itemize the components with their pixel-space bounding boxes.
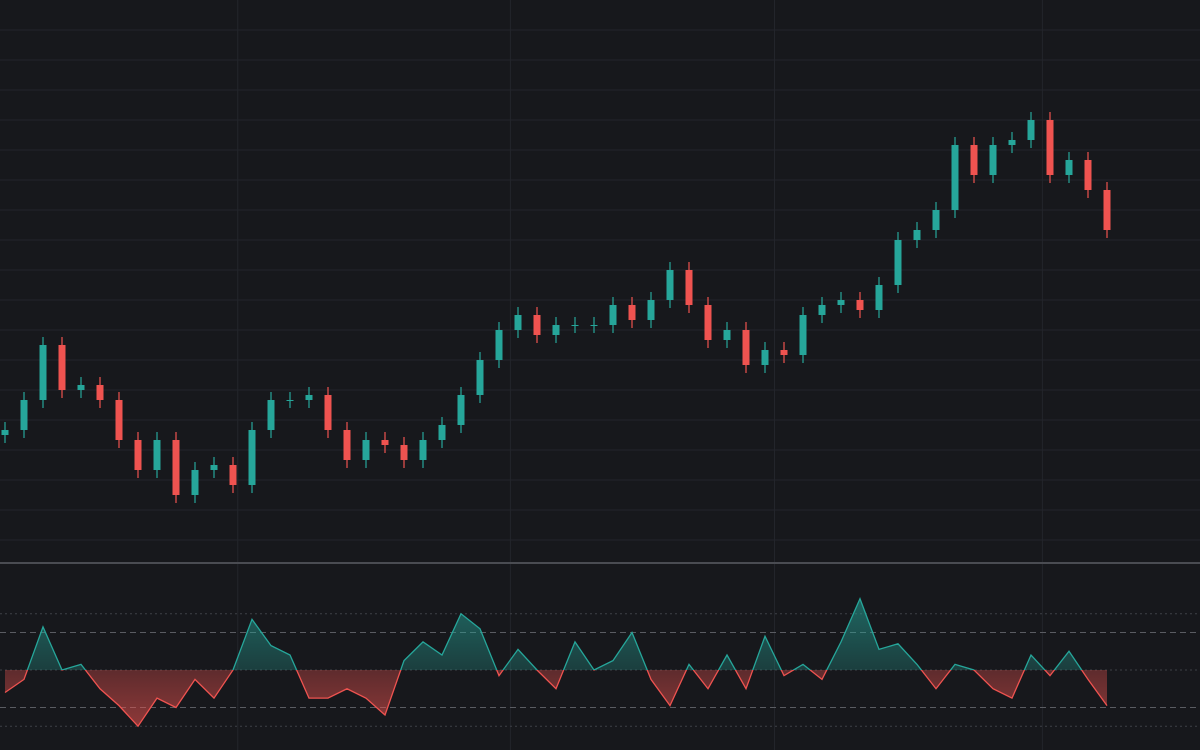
candle-body bbox=[362, 440, 370, 460]
candle-body bbox=[400, 445, 408, 460]
candle-body bbox=[419, 440, 427, 460]
candle-body bbox=[609, 305, 617, 325]
candle-body bbox=[533, 315, 541, 335]
candle-body bbox=[666, 270, 674, 300]
candle-body bbox=[77, 385, 85, 390]
candle-body bbox=[438, 425, 446, 440]
candle-body bbox=[20, 400, 28, 430]
candle-body bbox=[305, 395, 313, 400]
candle-body bbox=[932, 210, 940, 230]
area-above bbox=[5, 598, 1107, 670]
candle-body bbox=[39, 345, 47, 400]
candle-body bbox=[457, 395, 465, 425]
candle-body bbox=[58, 345, 66, 390]
candle-body bbox=[647, 300, 655, 320]
candle-body bbox=[894, 240, 902, 285]
candle-body bbox=[248, 430, 256, 485]
candle-body bbox=[951, 145, 959, 210]
candle-body bbox=[172, 440, 180, 495]
candle-body bbox=[1046, 120, 1054, 175]
candle-body bbox=[628, 305, 636, 320]
candle-body bbox=[704, 305, 712, 340]
candle-body bbox=[514, 315, 522, 330]
candle-body bbox=[856, 300, 864, 310]
candle-body bbox=[134, 440, 142, 470]
candle-body bbox=[476, 360, 484, 395]
candle-body bbox=[685, 270, 693, 305]
candle-body bbox=[590, 325, 598, 326]
candle-body bbox=[875, 285, 883, 310]
candle-body bbox=[761, 350, 769, 365]
candle-body bbox=[495, 330, 503, 360]
candle-body bbox=[381, 440, 389, 445]
candle-body bbox=[191, 470, 199, 495]
candle-body bbox=[229, 465, 237, 485]
candle-body bbox=[1065, 160, 1073, 175]
candle-body bbox=[552, 325, 560, 335]
candle-body bbox=[989, 145, 997, 175]
candle-body bbox=[343, 430, 351, 460]
candle-body bbox=[799, 315, 807, 355]
candle-body bbox=[115, 400, 123, 440]
candle-body bbox=[210, 465, 218, 470]
candle-body bbox=[780, 350, 788, 355]
candle-body bbox=[267, 400, 275, 430]
candle-body bbox=[818, 305, 826, 315]
candle-body bbox=[324, 395, 332, 430]
candle-body bbox=[1103, 190, 1111, 230]
candle-body bbox=[970, 145, 978, 175]
candle-body bbox=[1027, 120, 1035, 140]
line-below bbox=[4, 670, 1108, 728]
candle-body bbox=[837, 300, 845, 305]
candle-body bbox=[1084, 160, 1092, 190]
area-below bbox=[5, 670, 1107, 727]
candle-body bbox=[571, 325, 579, 326]
candle-body bbox=[1, 430, 9, 435]
candle-body bbox=[913, 230, 921, 240]
candle-body bbox=[723, 330, 731, 340]
candle-body bbox=[1008, 140, 1016, 145]
candle-body bbox=[96, 385, 104, 400]
candle-body bbox=[286, 400, 294, 401]
candle-body bbox=[153, 440, 161, 470]
candle-body bbox=[742, 330, 750, 365]
